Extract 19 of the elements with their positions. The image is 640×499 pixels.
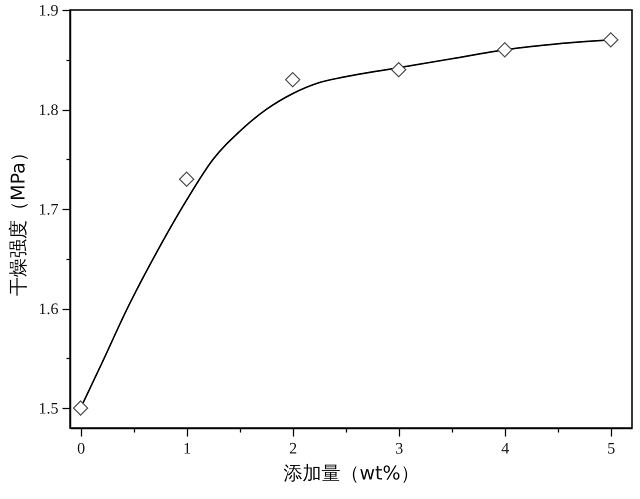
x-tick-label: 1 <box>183 440 192 458</box>
y-tick-label: 1.6 <box>38 301 58 318</box>
x-tick-label: 2 <box>289 440 298 458</box>
y-tick-label: 1.7 <box>38 202 58 219</box>
y-tick-label: 1.5 <box>38 400 58 418</box>
x-tick-label: 5 <box>607 440 616 458</box>
x-axis-title: 添加量（wt%） <box>283 462 420 484</box>
point <box>603 32 618 48</box>
x-tick-label: 3 <box>395 440 404 458</box>
y-tick-label: 1.8 <box>38 102 58 120</box>
point <box>72 400 88 416</box>
point <box>497 42 512 58</box>
point <box>391 62 406 78</box>
point <box>285 72 300 88</box>
y-axis-title: 干燥强度（MPa） <box>8 143 30 296</box>
x-tick-label: 0 <box>77 440 86 458</box>
point <box>178 172 194 187</box>
y-tick-label: 1.9 <box>38 2 58 20</box>
x-tick-label: 4 <box>501 440 510 458</box>
